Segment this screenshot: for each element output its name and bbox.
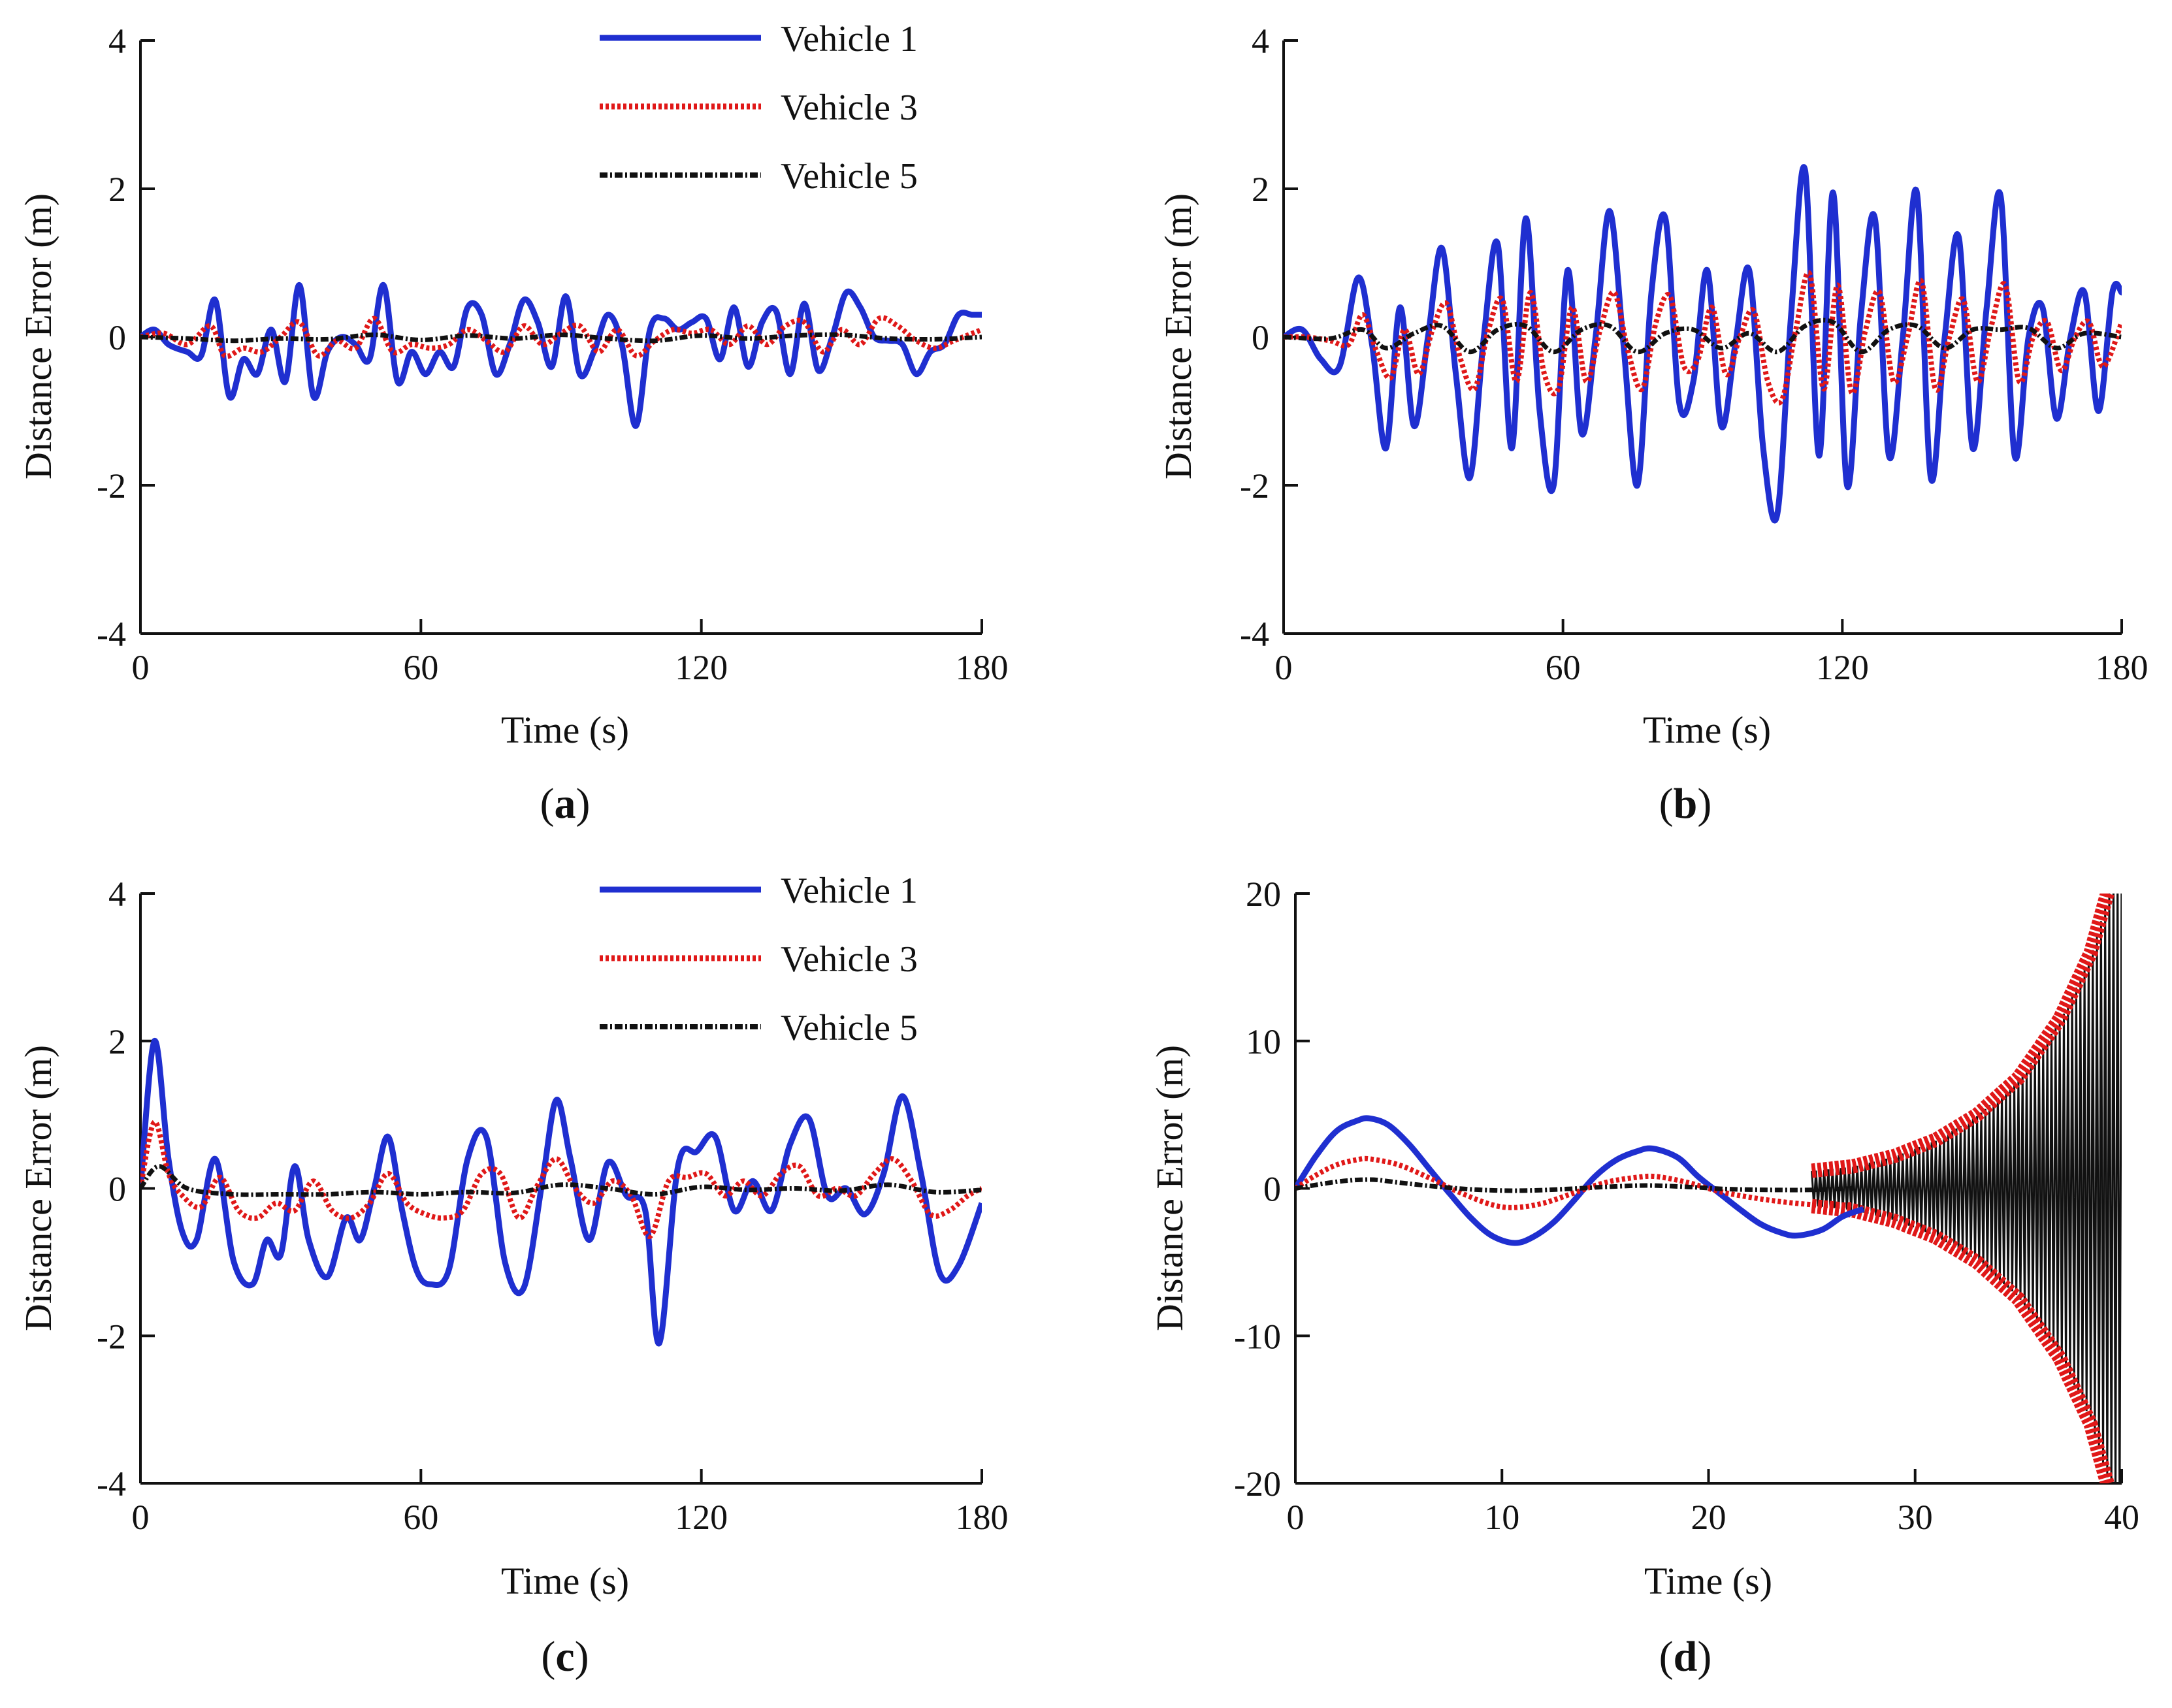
y-tick-label-a: 2: [108, 170, 126, 209]
y-tick-label-b: 0: [1252, 318, 1269, 357]
y-tick-label-b: 2: [1252, 170, 1269, 209]
series-c-vehicle5: [140, 1164, 982, 1197]
y-tick-label-d: -10: [1234, 1317, 1281, 1356]
x-tick-label-a: 60: [403, 648, 438, 687]
series-c-vehicle1: [140, 1038, 982, 1347]
panel-b: 420-2-40 60 120 180 Time (s) Distance Error…: [1157, 22, 2148, 828]
y-tick-label-c: -4: [97, 1464, 126, 1504]
series-d-vehicle1: [1295, 1115, 1865, 1246]
y-tick-label-c: 4: [108, 875, 126, 914]
x-axis-title-a: Time (s): [501, 709, 629, 751]
axes-c: 420-2-40 60 120 180: [97, 875, 1008, 1537]
x-tick-label-d: 0: [1287, 1498, 1305, 1537]
legend-label-c-vehicle5: Vehicle 5: [781, 1008, 918, 1048]
x-tick-label-c: 180: [956, 1498, 1009, 1537]
vehicle3-envelope-upper-d: [1811, 894, 2115, 1178]
x-tick-label-d: 30: [1898, 1498, 1933, 1537]
series-group-c: [140, 1038, 982, 1347]
x-axis-title-c: Time (s): [501, 1560, 629, 1602]
x-tick-label-a: 120: [675, 648, 728, 687]
y-tick-label-d: 0: [1263, 1170, 1281, 1209]
series-group-a: [140, 282, 982, 429]
caption-a: (a): [540, 780, 591, 828]
y-axis-title-a: Distance Error (m): [17, 193, 59, 479]
series-a-vehicle5: [140, 332, 982, 344]
caption-letter-b: b: [1674, 780, 1698, 828]
y-axis-title-d: Distance Error (m): [1148, 1045, 1191, 1331]
series-b-vehicle1: [1284, 164, 2122, 524]
x-tick-label-c: 60: [403, 1498, 438, 1537]
y-axis-title-b: Distance Error (m): [1157, 193, 1199, 479]
legend-label-c-vehicle3: Vehicle 3: [781, 939, 918, 980]
vehicle3-envelope-lower-d: [1811, 1199, 2115, 1483]
x-axis-title-d: Time (s): [1644, 1560, 1772, 1602]
y-tick-label-d: -20: [1234, 1464, 1281, 1504]
y-tick-label-c: 0: [108, 1170, 126, 1209]
legend-label-a-vehicle3: Vehicle 3: [781, 88, 918, 128]
caption-letter-d: d: [1674, 1633, 1698, 1681]
x-tick-label-c: 120: [675, 1498, 728, 1537]
legend-label-a-vehicle1: Vehicle 1: [781, 19, 918, 59]
y-tick-label-b: -4: [1240, 615, 1269, 654]
caption-b: (b): [1659, 780, 1712, 828]
y-tick-label-a: -4: [97, 615, 126, 654]
y-tick-label-c: -2: [97, 1317, 126, 1356]
series-b-vehicle3: [1284, 270, 2122, 406]
legend-label-a-vehicle5: Vehicle 5: [781, 156, 918, 197]
y-tick-label-b: -2: [1240, 466, 1269, 506]
y-tick-label-d: 20: [1246, 875, 1281, 914]
y-tick-label-b: 4: [1252, 22, 1269, 61]
legend-a: Vehicle 1 Vehicle 3 Vehicle 5: [600, 19, 918, 197]
x-tick-label-b: 0: [1275, 648, 1293, 687]
series-group-d: [1295, 894, 2122, 1483]
series-group-b: [1284, 164, 2122, 524]
series-d-vehicle5: [1295, 1177, 1854, 1193]
y-tick-label-a: -2: [97, 466, 126, 506]
panel-c: 420-2-40 60 120 180 Time (s) Distance Error…: [17, 871, 1009, 1681]
x-tick-label-b: 180: [2096, 648, 2148, 687]
axes-b: 420-2-40 60 120 180: [1240, 22, 2148, 687]
series-a-vehicle1: [140, 282, 982, 429]
caption-letter-c: c: [555, 1633, 574, 1681]
x-tick-label-d: 20: [1691, 1498, 1726, 1537]
legend-c: Vehicle 1 Vehicle 3 Vehicle 5: [600, 871, 918, 1048]
y-tick-label-d: 10: [1246, 1022, 1281, 1061]
series-c-vehicle3: [140, 1119, 982, 1239]
x-tick-label-a: 180: [956, 648, 1009, 687]
vehicle5-oscillation-d: [1811, 894, 2122, 1483]
panel-a: 420-2-40 60 120 180 Time (s) Distance Error…: [17, 19, 1009, 828]
series-b-vehicle5: [1284, 317, 2122, 355]
x-tick-label-b: 120: [1816, 648, 1869, 687]
y-tick-label-a: 0: [108, 318, 126, 357]
caption-d: (d): [1659, 1633, 1712, 1681]
y-tick-label-a: 4: [108, 22, 126, 61]
x-tick-label-b: 60: [1546, 648, 1581, 687]
legend-label-c-vehicle1: Vehicle 1: [781, 871, 918, 911]
y-tick-label-c: 2: [108, 1022, 126, 1061]
y-axis-title-c: Distance Error (m): [17, 1045, 59, 1331]
x-tick-label-d: 10: [1484, 1498, 1519, 1537]
x-tick-label-a: 0: [132, 648, 150, 687]
x-axis-title-b: Time (s): [1643, 709, 1771, 751]
x-tick-label-c: 0: [132, 1498, 150, 1537]
caption-c: (c): [541, 1633, 589, 1681]
caption-letter-a: a: [555, 780, 576, 828]
axes-a: 420-2-40 60 120 180: [97, 22, 1008, 687]
x-tick-label-d: 40: [2104, 1498, 2139, 1537]
